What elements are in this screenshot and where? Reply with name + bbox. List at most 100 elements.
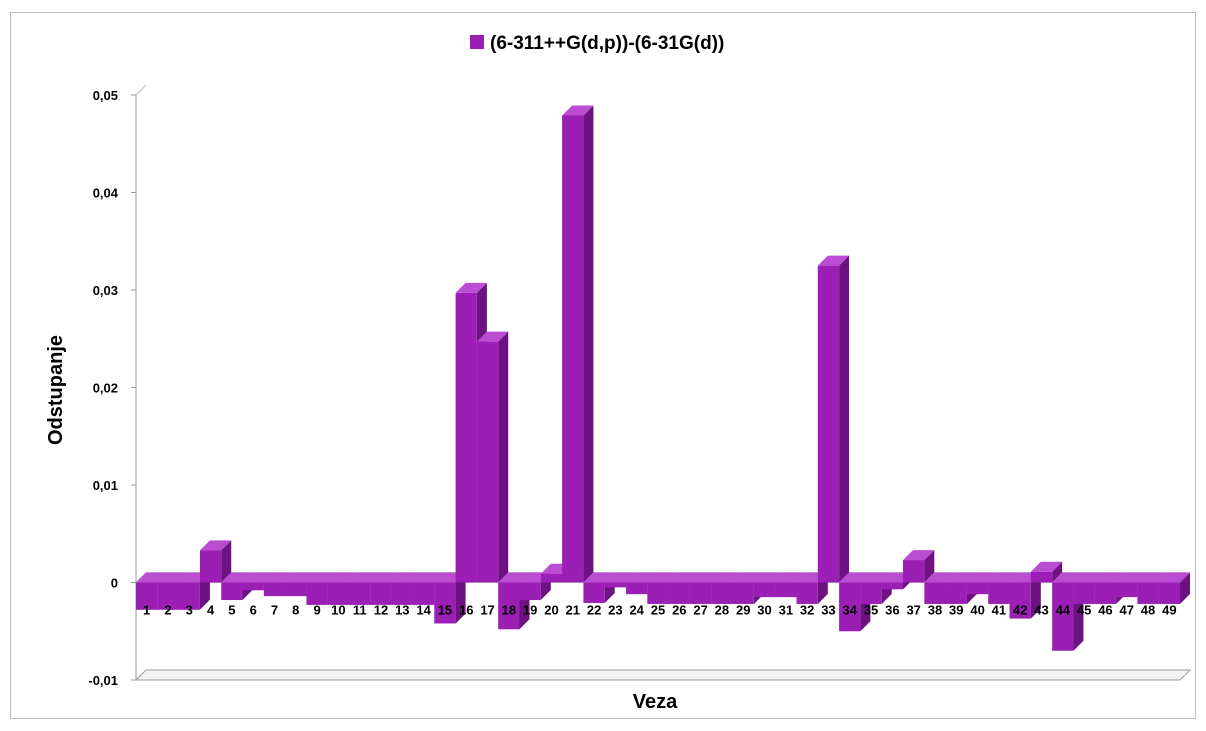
x-tick-label: 9 [313,603,320,618]
bar-top [157,572,189,583]
bar-front [1052,582,1074,651]
bar-top [391,572,423,583]
x-tick-label: 43 [1034,603,1048,618]
x-tick-label: 12 [374,603,388,618]
x-tick-label: 19 [523,603,537,618]
bar-front [370,582,392,605]
bar-top [668,572,700,583]
bar [903,550,935,583]
bar-top [370,572,402,583]
y-tick-labels: -0,01 0 0,01 0,02 0,03 0,04 0,05 [88,88,136,688]
bar [1030,561,1063,583]
bar-top [498,572,530,583]
y-tick-label: 0,05 [93,88,118,103]
bar-top [1158,572,1190,583]
bar-front [1030,571,1053,583]
bar-front [327,582,350,605]
bar-front [263,582,286,597]
bar [476,331,509,583]
bar [562,105,594,583]
bar-top [839,572,871,583]
bar-front [242,582,264,591]
bar-top [647,572,679,583]
bar-front [221,582,243,601]
bar-top [903,550,935,561]
x-tick-label: 10 [331,603,345,618]
bar-side [1180,572,1190,604]
bar-top [732,572,764,583]
bar [1158,572,1190,604]
bar-top [689,572,722,583]
bar-top [924,572,956,583]
bar-top [860,572,892,583]
x-tick-label: 27 [693,603,707,618]
x-tick-label: 21 [566,603,580,618]
bar-top [988,572,1020,583]
x-tick-label: 41 [992,603,1006,618]
x-tick-label: 24 [629,603,644,618]
x-tick-label: 32 [800,603,814,618]
y-tick-label: 0 [111,576,118,591]
bar-top [1052,572,1084,583]
x-tick-label: 49 [1162,603,1176,618]
bar-side [583,105,594,583]
bar-front [924,582,946,604]
bar-top [711,572,743,583]
y-tick-label: -0,01 [88,673,118,688]
x-tick-label: 15 [438,603,452,618]
bar-front [796,582,818,604]
bar-top [945,572,977,583]
x-tick-label: 38 [928,603,942,618]
bar-front [945,582,967,604]
bar-side [924,550,935,583]
x-tick-label: 26 [672,603,686,618]
x-tick-label: 31 [779,603,793,618]
bar-front [860,582,882,604]
x-tick-label: 6 [250,603,257,618]
y-axis-title: Odstupanje [45,335,67,445]
x-tick-label: 17 [480,603,494,618]
bar-front [881,582,904,590]
bar-front [583,582,605,603]
bar-side [455,572,466,624]
bar-top [604,572,637,583]
x-tick-label: 16 [459,603,473,618]
bar-front [1137,582,1159,604]
bar-front [391,582,413,605]
bar-top [583,572,615,583]
x-tick-label: 35 [864,603,878,618]
bar-front [839,582,861,632]
bar-front [178,582,200,610]
x-tick-label: 48 [1141,603,1155,618]
bar-front [306,582,328,605]
bar-front [412,582,435,605]
bar-front [1009,582,1031,619]
bar-front [711,582,733,604]
x-tick-label: 33 [821,603,835,618]
bar-front [199,550,222,583]
x-tick-label: 7 [271,603,278,618]
bar-front [775,582,797,598]
legend: (6-311++G(d,p))-(6-31G(d)) [470,33,724,54]
bar-side [221,540,232,583]
y-axis-depth-top [135,84,147,96]
y-tick-label: 0,03 [93,283,118,298]
bar-front [349,582,371,605]
bar-front [136,582,158,610]
bar-top [242,572,274,583]
x-tick-label: 11 [353,603,367,618]
x-tick-label: 30 [757,603,771,618]
x-tick-label: 25 [651,603,665,618]
bar-top [1030,561,1063,572]
bar-front [540,573,563,583]
x-axis-title: Veza [633,691,678,713]
x-tick-label: 45 [1077,603,1091,618]
bar-top [263,572,296,583]
bar-top [1094,572,1127,583]
bar-top [349,572,381,583]
bar-front [1094,582,1117,604]
bar-top [285,572,317,583]
y-tick-label: 0,04 [93,186,119,201]
bar-top [1116,572,1148,583]
bar-front [817,265,840,583]
